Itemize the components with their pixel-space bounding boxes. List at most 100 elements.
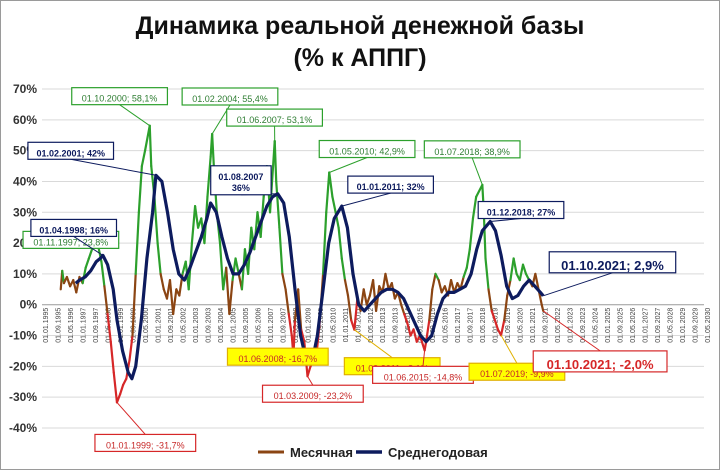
x-tick-label: 01.01.2017 [455,308,462,343]
x-tick-label: 01.09.2025 [618,308,625,343]
x-tick-label: 01.01.2011 [343,308,350,343]
x-tick-label: 01.09.2007 [280,308,287,343]
annotation-box [477,200,565,220]
annotation-label: 01.02.2001; 42% [36,148,105,158]
monthly-segment [503,294,509,322]
legend-label-annual: Среднегодовая [388,445,488,460]
monthly-segment [362,288,368,306]
annotation-box [226,347,329,366]
x-tick-label: 01.01.2021 [530,308,537,343]
y-tick-label: -30% [9,390,37,404]
y-tick-label: 40% [13,174,37,188]
x-tick-label: 01.05.2020 [518,308,525,343]
x-tick-label: 01.09.1995 [55,308,62,343]
annotation-box [532,350,668,373]
monthly-segment [490,309,496,322]
monthly-segment [340,257,347,282]
y-tick-label: -40% [9,421,37,435]
annotation-label: 01.01.1999; -31,7% [106,440,185,450]
monthly-segment [218,241,225,291]
annotation-label: 01.10.2000; 58,1% [82,94,158,104]
x-tick-label: 01.05.2008 [293,308,300,343]
annotation-box [181,87,279,106]
monthly-segment [412,328,418,343]
annotation-box [261,384,364,403]
annual-line [74,173,545,381]
monthly-segment [284,288,290,316]
monthly-segment [518,263,525,282]
monthly-segment [287,312,293,337]
x-tick-label: 01.01.2013 [380,308,387,343]
x-tick-label: 01.01.2025 [605,308,612,343]
annotation-leader [422,350,426,367]
annotation-leader [73,235,104,256]
annotations: 01.10.2000; 58,1% 01.02.2004; 55,4% 01.06.… [22,87,677,453]
monthly-segment [400,303,406,316]
monthly-segment [193,205,200,229]
monthly-segment [343,278,350,297]
x-tick-label: 01.09.2013 [393,308,400,343]
annotation-box [548,251,677,274]
monthly-segment [331,195,337,214]
monthly-segment [499,319,506,337]
x-tick-label: 01.05.2016 [443,308,450,343]
x-tick-label: 01.05.2006 [255,308,262,343]
annotation-label: 01.10.2021; -2,0% [547,357,654,372]
monthly-segment [148,124,153,168]
monthly-segment [100,260,106,288]
x-tick-label: 01.09.2009 [318,308,325,343]
annotation-box [318,139,416,159]
x-tick-label: 01.09.2029 [693,308,700,343]
monthly-segment [156,241,162,276]
monthly-segment [482,211,487,260]
annotation-box [423,140,521,159]
annotation-label: 01.12.2018; 27% [487,208,556,218]
monthly-segment [468,217,475,251]
monthly-segment [371,278,378,312]
monthly-segment [365,294,372,306]
x-tick-label: 01.05.2028 [668,308,675,343]
monthly-segment [131,272,137,337]
annotation-box [226,108,324,127]
monthly-segment [346,294,353,322]
x-tick-label: 01.05.2002 [180,308,187,343]
x-tick-label: 01.01.2027 [643,308,650,343]
monthly-segment [84,257,90,269]
x-tick-label: 01.09.2017 [468,308,475,343]
monthly-segment [225,266,231,316]
monthly-segment [425,319,431,343]
monthly-segment [406,322,412,337]
y-tick-label: -10% [9,329,37,343]
monthly-segment [337,226,343,260]
x-tick-label: 01.09.2003 [205,308,212,343]
annotation-label: 01.03.2009; -23,2% [274,391,353,401]
annotation-label: 01.07.2019; -9,9% [480,369,554,379]
monthly-segment [484,257,490,291]
monthly-segment [168,278,175,316]
monthly-segment [462,266,468,279]
annotation-label: 01.07.2018; 38,9% [434,147,510,157]
annotation-leader [119,104,151,127]
annotation-label: 01.06.2015; -14,8% [384,372,463,382]
monthly-segment [428,288,434,322]
x-tick-label: 01.09.2019 [505,308,512,343]
monthly-segment [103,285,109,316]
monthly-segment [119,383,125,396]
y-axis: 70%60%50%40%30%20%10%0%-10%-20%-30%-40% [9,82,37,435]
y-tick-label: 60% [13,113,37,127]
monthly-segment [115,393,122,404]
x-tick-label: 01.05.2030 [705,308,712,343]
annotation-box [30,218,118,238]
monthly-segment [434,272,440,282]
annotation-box [347,175,435,194]
annotation-leader [341,192,391,207]
annotation-box [27,141,115,160]
x-tick-label: 01.05.2000 [143,308,150,343]
x-tick-label: 01.05.2004 [218,308,225,343]
y-tick-label: 10% [13,267,37,281]
monthly-segment [512,257,518,276]
x-tick-label: 01.01.2005 [230,308,237,343]
monthly-segment [321,211,328,276]
annotation-leader [116,402,146,435]
